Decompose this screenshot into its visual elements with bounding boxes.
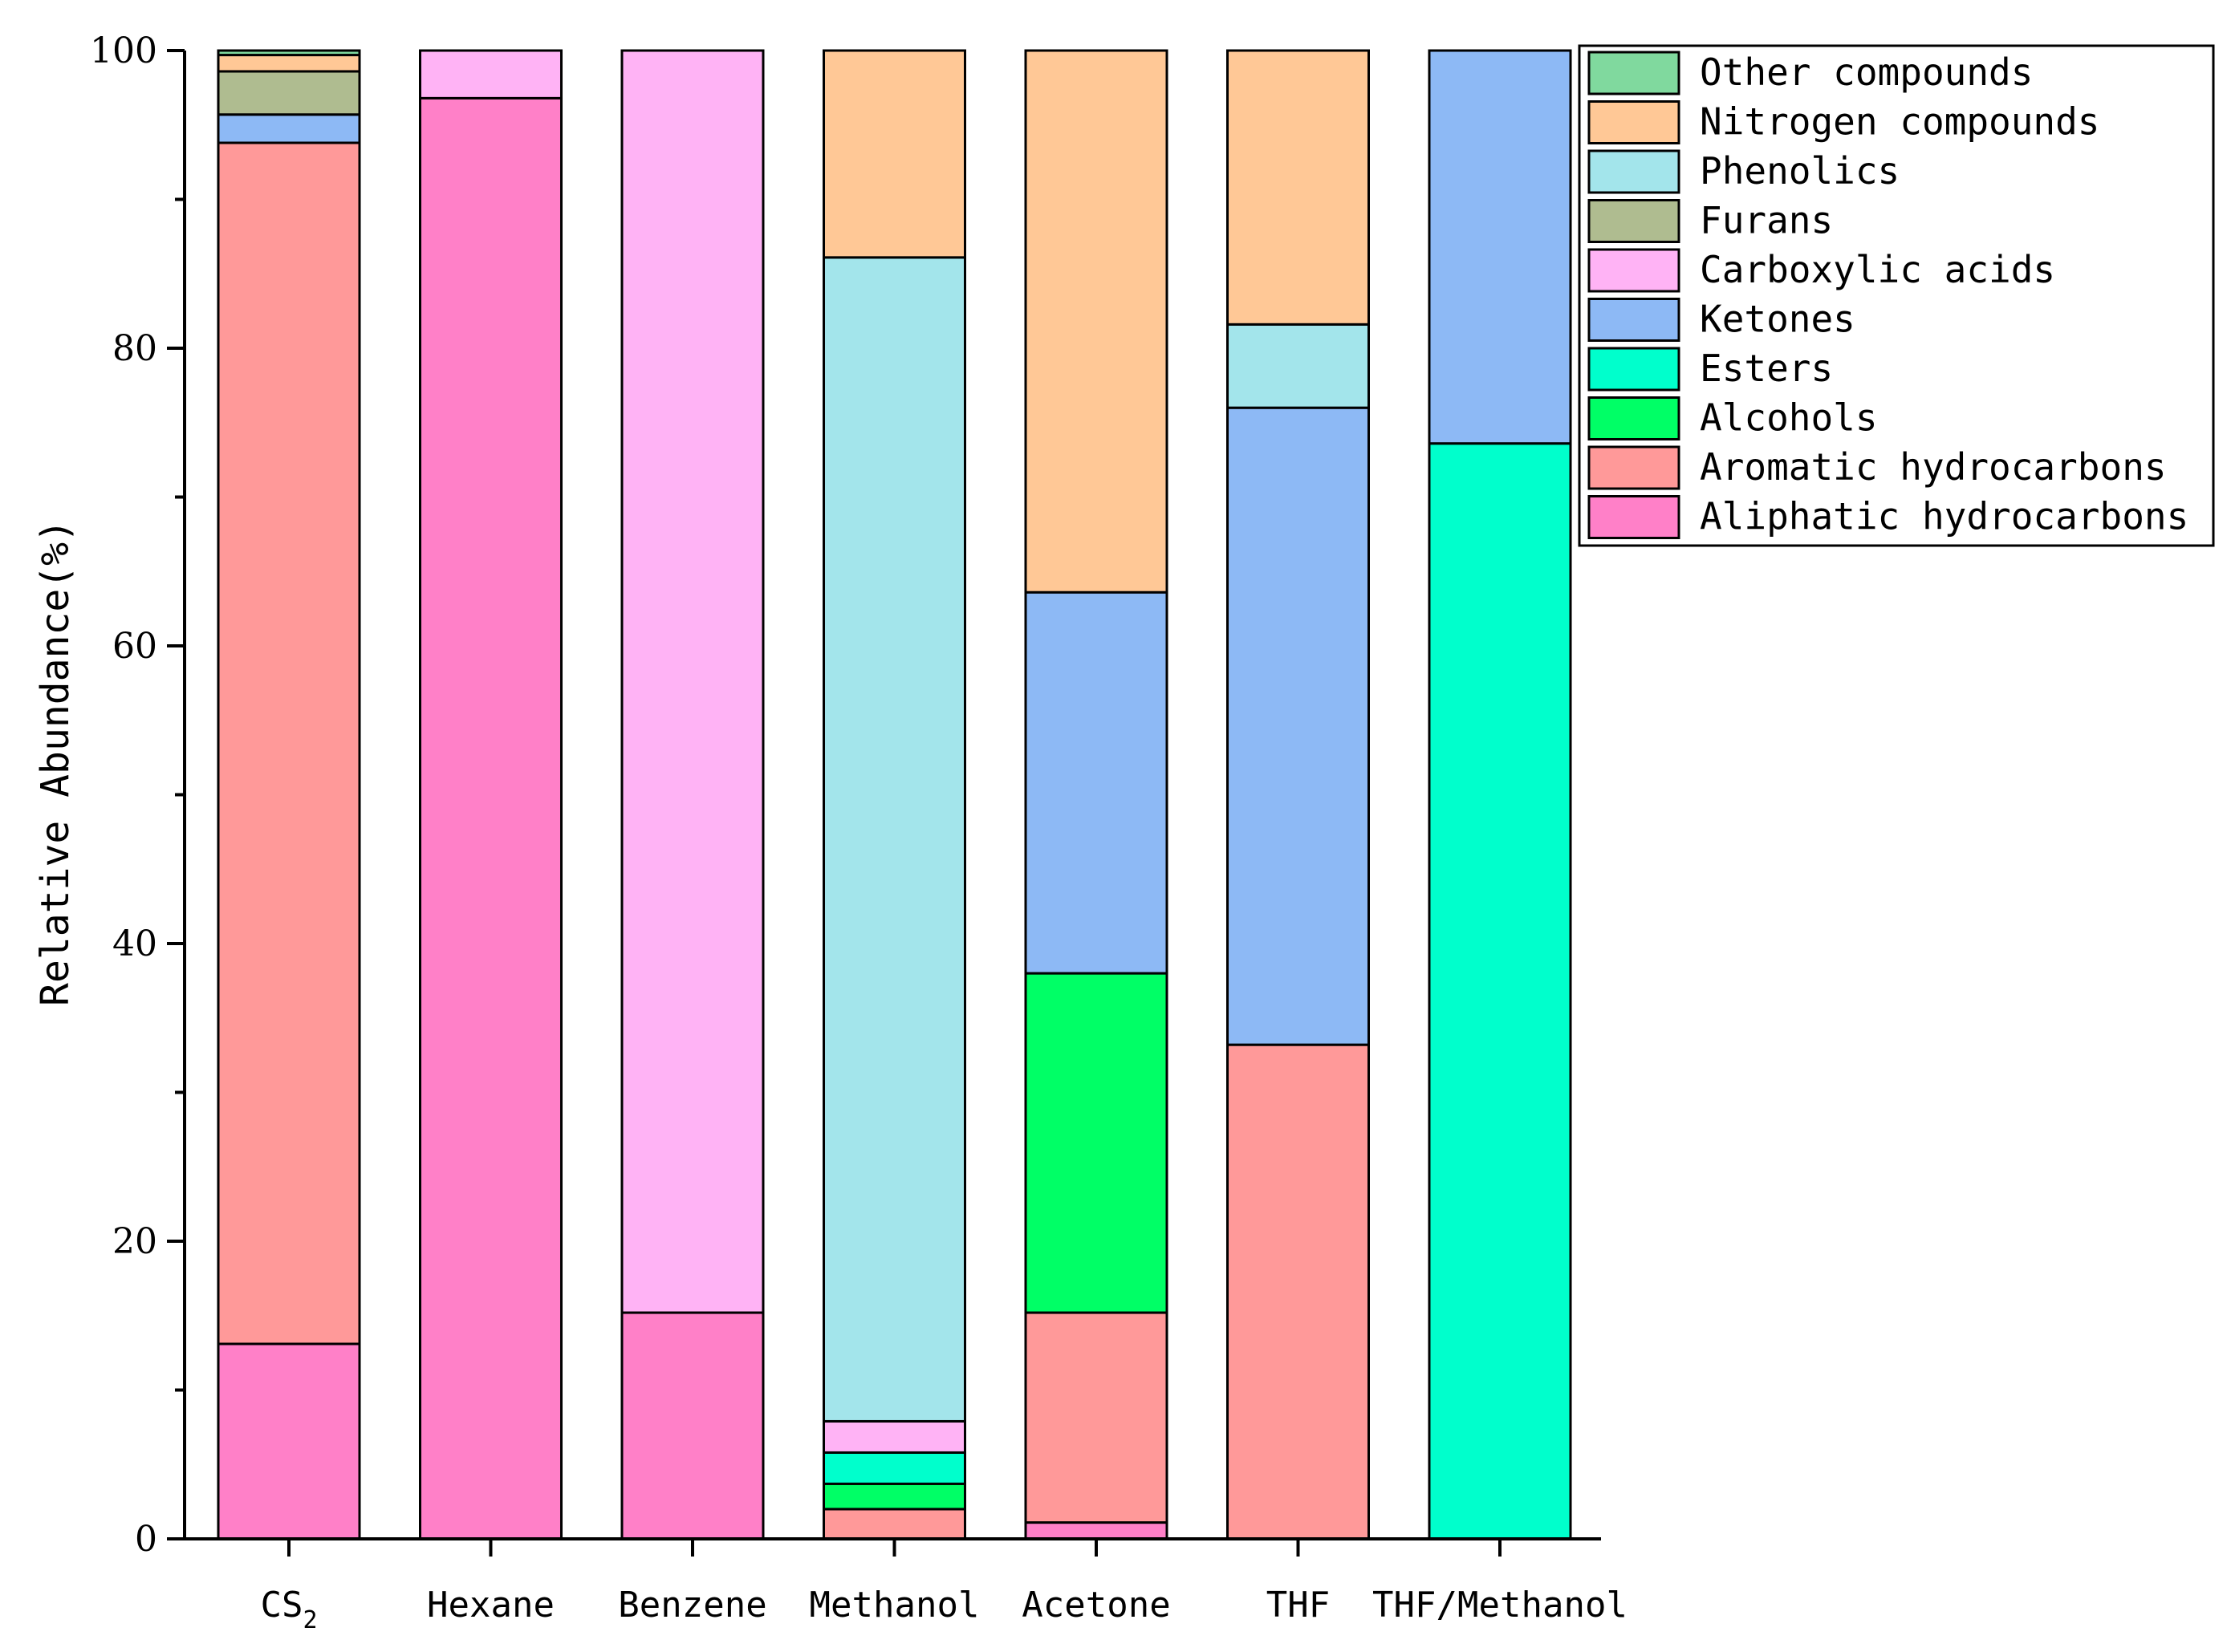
x-tick-label: THF <box>1266 1585 1330 1626</box>
x-tick-label: Benzene <box>618 1585 766 1626</box>
legend-swatch <box>1587 396 1680 440</box>
legend-swatch <box>1587 347 1680 392</box>
bar-segment <box>1024 49 1168 594</box>
bar-segment <box>1024 591 1168 975</box>
legend: Other compounds Nitrogen compounds Phenoli… <box>1578 44 2215 547</box>
bar-segment <box>217 113 361 144</box>
bar-segment <box>1226 49 1370 326</box>
legend-label: Ketones <box>1700 298 1855 341</box>
x-tick-label: Acetone <box>1022 1585 1170 1626</box>
bar-segment <box>217 141 361 1346</box>
legend-swatch <box>1587 248 1680 293</box>
bar-segment <box>620 49 765 1314</box>
x-tick-label: Hexane <box>427 1585 555 1626</box>
bar-segment <box>217 54 361 73</box>
bar-segment <box>419 96 563 1540</box>
x-tick-label: CS2 <box>260 1585 317 1634</box>
legend-label: Nitrogen compounds <box>1700 100 2100 144</box>
legend-swatch <box>1587 298 1680 342</box>
bar-segment <box>620 1311 765 1540</box>
legend-swatch <box>1587 445 1680 490</box>
x-ticks: CS2 Hexane Benzene Methanol Acetone THF THF/Me… <box>260 1539 1628 1634</box>
y-axis-title: Relative Abundance(%) <box>33 519 78 1006</box>
legend-swatch <box>1587 149 1680 194</box>
legend-label: Other compounds <box>1700 51 2033 94</box>
y-tick-label: 100 <box>90 30 157 71</box>
y-ticks: 0 20 40 60 80 100 <box>90 30 185 1560</box>
legend-swatch <box>1587 100 1680 144</box>
bar-segment <box>1024 1311 1168 1524</box>
y-tick-label: 80 <box>112 328 157 369</box>
bar-segment <box>1226 323 1370 409</box>
y-tick-label: 0 <box>135 1519 157 1560</box>
bar-segment <box>1226 1043 1370 1540</box>
bars-layer <box>217 49 1572 1540</box>
y-tick-label: 20 <box>112 1221 157 1262</box>
legend-label: Aromatic hydrocarbons <box>1700 445 2167 489</box>
legend-swatch <box>1587 495 1680 539</box>
bar-segment <box>419 49 563 99</box>
bar-segment <box>1024 972 1168 1314</box>
legend-swatch <box>1587 51 1680 95</box>
x-tick-label: THF/Methanol <box>1372 1585 1628 1626</box>
y-tick-label: 60 <box>112 626 157 667</box>
legend-label: Alcohols <box>1700 396 1878 440</box>
bar-segment <box>217 70 361 116</box>
bar-segment <box>1226 406 1370 1046</box>
bar-segment <box>1428 442 1572 1540</box>
bar-segment <box>1428 49 1572 445</box>
legend-label: Phenolics <box>1700 149 1900 193</box>
legend-label: Carboxylic acids <box>1700 248 2055 291</box>
bar-segment <box>823 256 966 1423</box>
legend-swatch <box>1587 199 1680 243</box>
bar-segment <box>217 49 361 57</box>
y-tick-label: 40 <box>112 923 157 964</box>
bar-segment <box>823 1482 966 1511</box>
bar-segment <box>823 1508 966 1540</box>
legend-label: Aliphatic hydrocarbons <box>1700 495 2188 538</box>
legend-label: Furans <box>1700 199 1833 242</box>
x-tick-label: Methanol <box>810 1585 980 1626</box>
bar-segment <box>823 49 966 259</box>
bar-segment <box>823 1451 966 1485</box>
legend-box <box>1578 44 2215 547</box>
bar-segment <box>217 1342 361 1540</box>
bar-segment <box>823 1419 966 1454</box>
bar-segment <box>1024 1521 1168 1540</box>
legend-label: Esters <box>1700 347 1833 390</box>
